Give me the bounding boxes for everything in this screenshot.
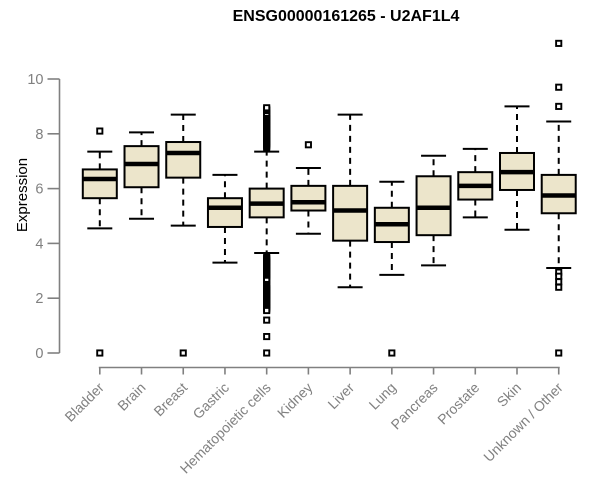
x-tick-label-unknown-other: Unknown / Other [480, 379, 566, 465]
boxplot-prostate [457, 147, 494, 219]
x-tick-label-prostate: Prostate [434, 379, 482, 427]
y-tick-label: 6 [35, 182, 43, 198]
outlier-point [96, 349, 104, 357]
boxplot-unknown-other [540, 39, 577, 357]
iqr-box [123, 145, 160, 189]
y-tick-label: 4 [35, 236, 43, 252]
iqr-box [332, 184, 369, 242]
outlier-point [555, 278, 563, 286]
boxplot-kidney [290, 141, 327, 235]
boxplot-gastric [206, 173, 243, 264]
outlier-point [555, 102, 563, 110]
boxplot-lung [373, 180, 410, 357]
y-tick-label: 10 [27, 72, 43, 88]
outlier-point [263, 349, 271, 357]
y-tick-label: 8 [35, 127, 43, 143]
x-tick-label-bladder: Bladder [61, 379, 107, 425]
outlier-point [179, 349, 187, 357]
iqr-box [290, 184, 327, 212]
x-tick-label-liver: Liver [324, 379, 357, 412]
outlier-point [263, 104, 271, 112]
outlier-point [96, 127, 104, 135]
x-tick-label-breast: Breast [150, 379, 190, 419]
boxplot-hematopoietic-cells [248, 104, 285, 357]
boxplot-bladder [81, 127, 118, 357]
chart-title: ENSG00000161265 - U2AF1L4 [232, 8, 460, 25]
iqr-box [81, 168, 118, 200]
x-tick-label-brain: Brain [114, 379, 148, 413]
outlier-point [263, 333, 271, 341]
outlier-point [555, 283, 563, 291]
outlier-point [263, 316, 271, 324]
iqr-box [206, 197, 243, 228]
outlier-point [263, 306, 271, 315]
x-tick-label-lung: Lung [366, 379, 399, 412]
y-axis: 0 2 4 6 8 10 [27, 72, 61, 362]
outlier-point [304, 141, 312, 149]
y-tick-label: 0 [35, 346, 43, 362]
outlier-point [388, 349, 396, 357]
iqr-box [165, 141, 202, 179]
x-tick-label-skin: Skin [494, 379, 525, 410]
boxplot-liver [332, 113, 369, 289]
boxplot-brain [123, 131, 160, 220]
boxplot-pancreas [415, 154, 452, 267]
x-tick-label-kidney: Kidney [274, 379, 316, 421]
boxplot-breast [165, 113, 202, 357]
outlier-point [555, 349, 563, 357]
outlier-point [555, 83, 563, 91]
y-tick-label: 2 [35, 291, 43, 307]
outlier-point [555, 272, 563, 280]
boxplot-skin [499, 105, 535, 231]
outlier-point [555, 39, 563, 47]
